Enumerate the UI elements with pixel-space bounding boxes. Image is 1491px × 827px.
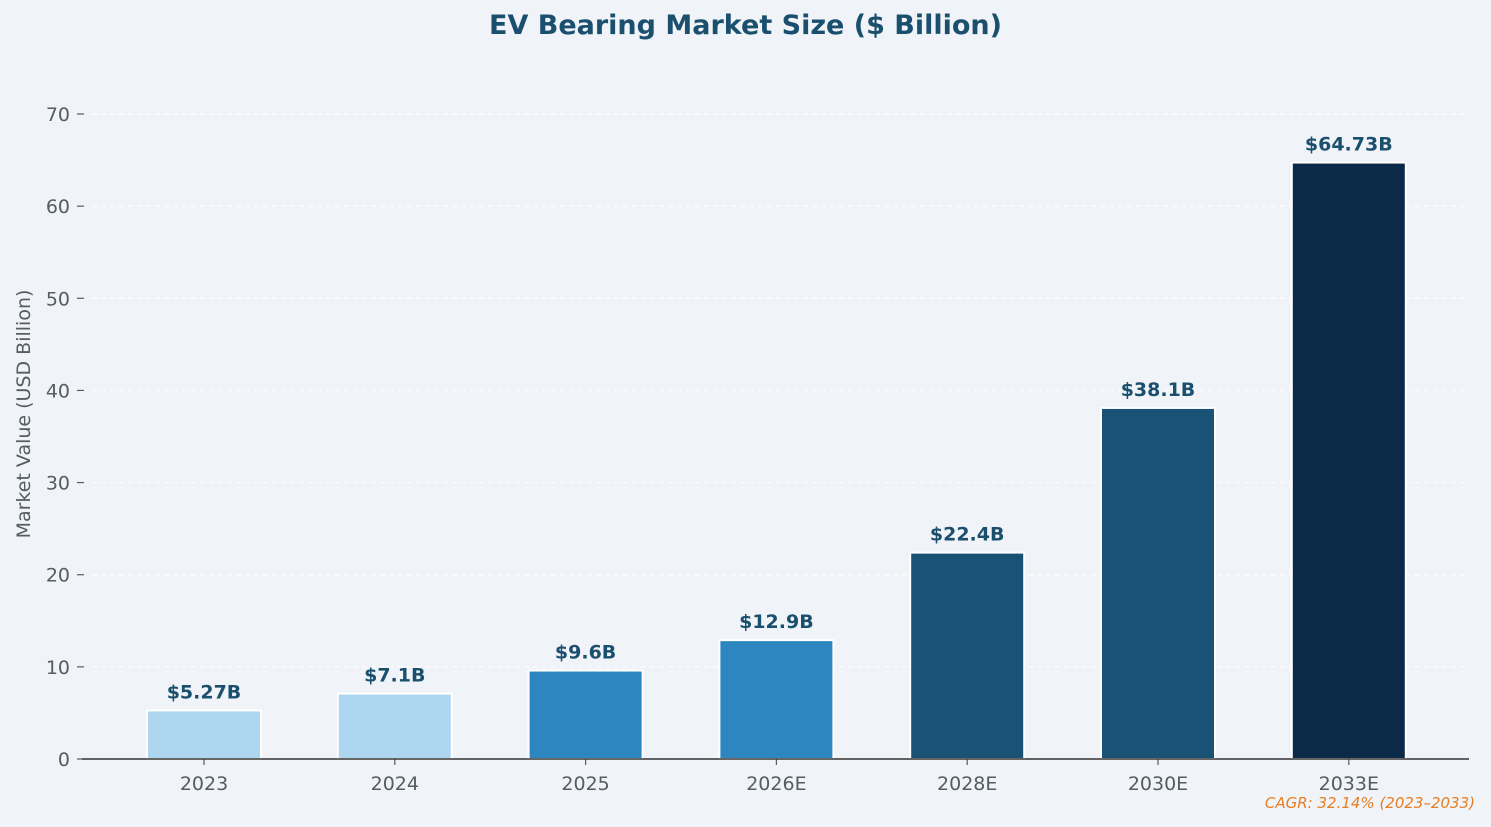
cagr-annotation: CAGR: 32.14% (2023–2033) — [1264, 794, 1475, 812]
y-tick-label: 60 — [46, 196, 70, 218]
y-tick-label: 50 — [46, 288, 70, 310]
y-tick-label: 30 — [46, 473, 70, 495]
chart-title: EV Bearing Market Size ($ Billion) — [489, 10, 1002, 41]
bar — [527, 669, 644, 760]
bar — [1100, 406, 1216, 760]
x-tick-label: 2025 — [561, 773, 609, 795]
x-tick-label: 2028E — [937, 773, 997, 795]
x-tick-label: 2023 — [180, 773, 228, 795]
bar — [336, 692, 453, 760]
data-label: $64.73B — [1305, 134, 1393, 156]
x-tick-label: 2030E — [1128, 773, 1188, 795]
data-label: $38.1B — [1121, 379, 1196, 401]
x-tick-label: 2033E — [1319, 773, 1379, 795]
y-tick-label: 20 — [46, 565, 70, 587]
y-tick-label: 40 — [46, 380, 70, 402]
bar — [909, 551, 1026, 760]
bar — [146, 709, 262, 761]
data-label: $5.27B — [167, 681, 242, 703]
data-label: $9.6B — [555, 642, 616, 664]
bar — [1290, 161, 1407, 761]
x-tick-label: 2024 — [371, 773, 419, 795]
data-label: $7.1B — [364, 665, 425, 687]
y-tick-label: 10 — [46, 657, 70, 679]
bars — [146, 161, 1407, 761]
x-tick-label: 2026E — [746, 773, 806, 795]
y-axis-ticks: 0 10 20 30 40 50 60 70 — [46, 104, 84, 771]
x-axis-ticks: 2023 2024 2025 2026E 2028E 2030E 2033E — [180, 759, 1379, 795]
data-label: $12.9B — [739, 611, 814, 633]
data-label: $22.4B — [930, 524, 1005, 546]
y-tick-label: 70 — [46, 104, 70, 126]
y-tick-label: 0 — [58, 749, 70, 771]
data-labels: $5.27B $7.1B $9.6B $12.9B $22.4B $38.1B $64.73… — [167, 134, 1393, 704]
grid-lines — [92, 113, 1469, 668]
bar — [718, 639, 835, 761]
